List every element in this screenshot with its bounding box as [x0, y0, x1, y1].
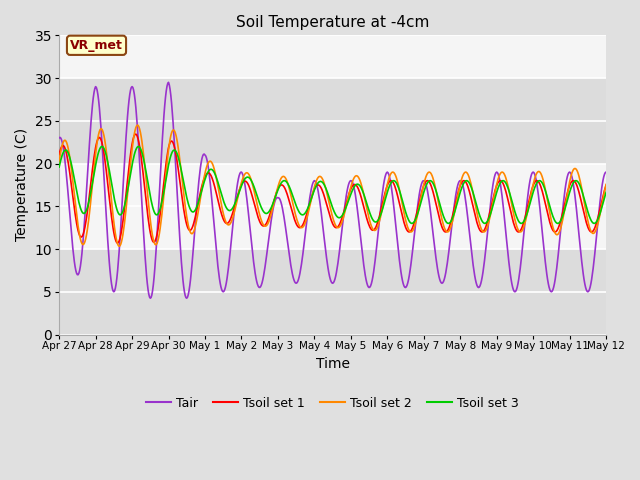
- Text: VR_met: VR_met: [70, 39, 123, 52]
- X-axis label: Time: Time: [316, 357, 349, 371]
- Bar: [59, 249, 606, 335]
- Bar: [59, 164, 606, 249]
- Title: Soil Temperature at -4cm: Soil Temperature at -4cm: [236, 15, 429, 30]
- Y-axis label: Temperature (C): Temperature (C): [15, 128, 29, 241]
- Bar: [59, 78, 606, 164]
- Legend: Tair, Tsoil set 1, Tsoil set 2, Tsoil set 3: Tair, Tsoil set 1, Tsoil set 2, Tsoil se…: [141, 392, 524, 415]
- Bar: [59, 0, 606, 78]
